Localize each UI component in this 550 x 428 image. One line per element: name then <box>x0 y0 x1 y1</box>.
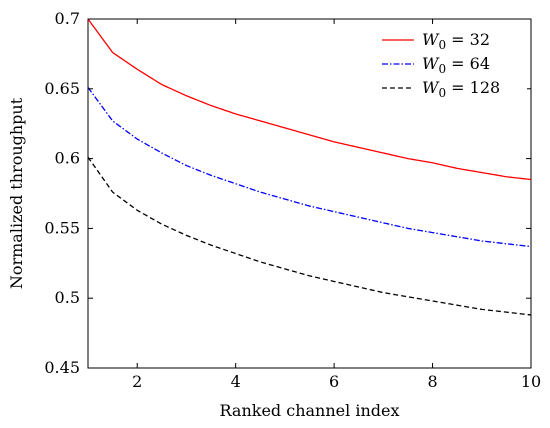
legend-label-3: W0 = 128 <box>422 78 500 100</box>
x-axis-label: Ranked channel index <box>220 401 400 420</box>
y-tick-label: 0.7 <box>55 9 80 28</box>
plot-area: 2 4 6 8 10 0.45 0.5 0.55 0.6 0.65 0.7 <box>44 9 541 391</box>
x-tick-label: 6 <box>329 372 339 391</box>
y-tick-label: 0.45 <box>44 358 80 377</box>
x-tick-label: 8 <box>427 372 437 391</box>
y-tick-label: 0.6 <box>55 149 80 168</box>
y-tick-label: 0.5 <box>55 288 80 307</box>
series-lines <box>87 18 532 316</box>
series-line-1 <box>87 18 532 181</box>
series-line-2 <box>87 87 532 248</box>
axis-ticks: 2 4 6 8 10 0.45 0.5 0.55 0.6 0.65 0.7 <box>44 9 541 391</box>
series-line-3 <box>87 156 532 316</box>
y-tick-label: 0.65 <box>44 79 80 98</box>
x-tick-label: 2 <box>132 372 142 391</box>
x-tick-label: 4 <box>231 372 241 391</box>
legend-label-1: W0 = 32 <box>422 30 490 52</box>
y-axis-label: Normalized throughput <box>7 97 26 289</box>
x-tick-label: 10 <box>521 372 541 391</box>
plot-frame <box>87 18 532 369</box>
y-tick-label: 0.55 <box>44 218 80 237</box>
legend-label-2: W0 = 64 <box>422 54 490 76</box>
legend-box <box>372 24 527 102</box>
